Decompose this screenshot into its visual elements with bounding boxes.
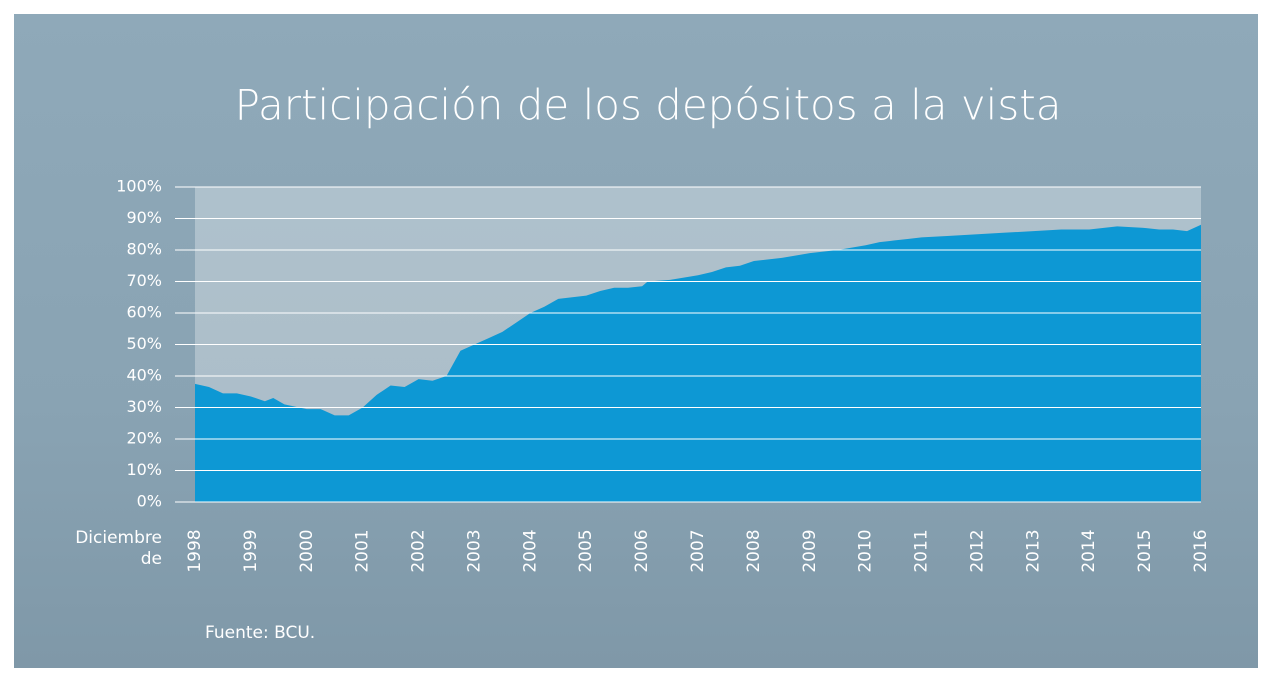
x-tick-label: 2009	[800, 529, 820, 572]
x-tick-label: 2016	[1191, 529, 1211, 572]
x-tick-label: 2006	[632, 529, 652, 572]
page: {"chart_data": {"type": "area", "title":…	[0, 0, 1272, 682]
source: Fuente: BCU.	[205, 623, 315, 643]
x-tick-label: 2000	[297, 529, 317, 572]
chart: Participación de los depósitos a la vist…	[0, 0, 1272, 682]
x-tick-label: 2005	[576, 529, 596, 572]
x-tick-label: 2008	[744, 529, 764, 572]
y-tick-label: 40%	[126, 366, 162, 385]
x-tick-label: 2003	[464, 529, 484, 572]
y-tick-label: 60%	[126, 303, 162, 322]
x-tick-label: 2012	[967, 529, 987, 572]
y-tick-label: 30%	[126, 397, 162, 416]
x-tick-label: 2010	[856, 529, 876, 572]
y-tick-label: 20%	[126, 429, 162, 448]
y-tick-label: 100%	[116, 177, 162, 196]
y-tick-label: 10%	[126, 460, 162, 479]
y-tick-label: 80%	[126, 240, 162, 259]
x-tick-label: 2011	[912, 529, 932, 572]
y-tick-label: 90%	[126, 208, 162, 227]
x-tick-label: 2014	[1079, 529, 1099, 572]
x-tick-label: 2002	[409, 529, 429, 572]
y-tick-label: 70%	[126, 271, 162, 290]
x-tick-label: 2001	[353, 529, 373, 572]
x-tick-label: 2007	[688, 529, 708, 572]
x-tick-label: 2004	[520, 529, 540, 572]
x-tick-label: 1998	[185, 529, 205, 572]
x-tick-label: 1999	[241, 529, 261, 572]
y-tick-label: 50%	[126, 334, 162, 353]
x-axis-title: Diciembre de	[62, 528, 162, 570]
chart-title: Participación de los depósitos a la vist…	[235, 81, 1062, 130]
x-tick-label: 2015	[1135, 529, 1155, 572]
x-tick-label: 2013	[1023, 529, 1043, 572]
y-tick-label: 0%	[137, 492, 162, 511]
